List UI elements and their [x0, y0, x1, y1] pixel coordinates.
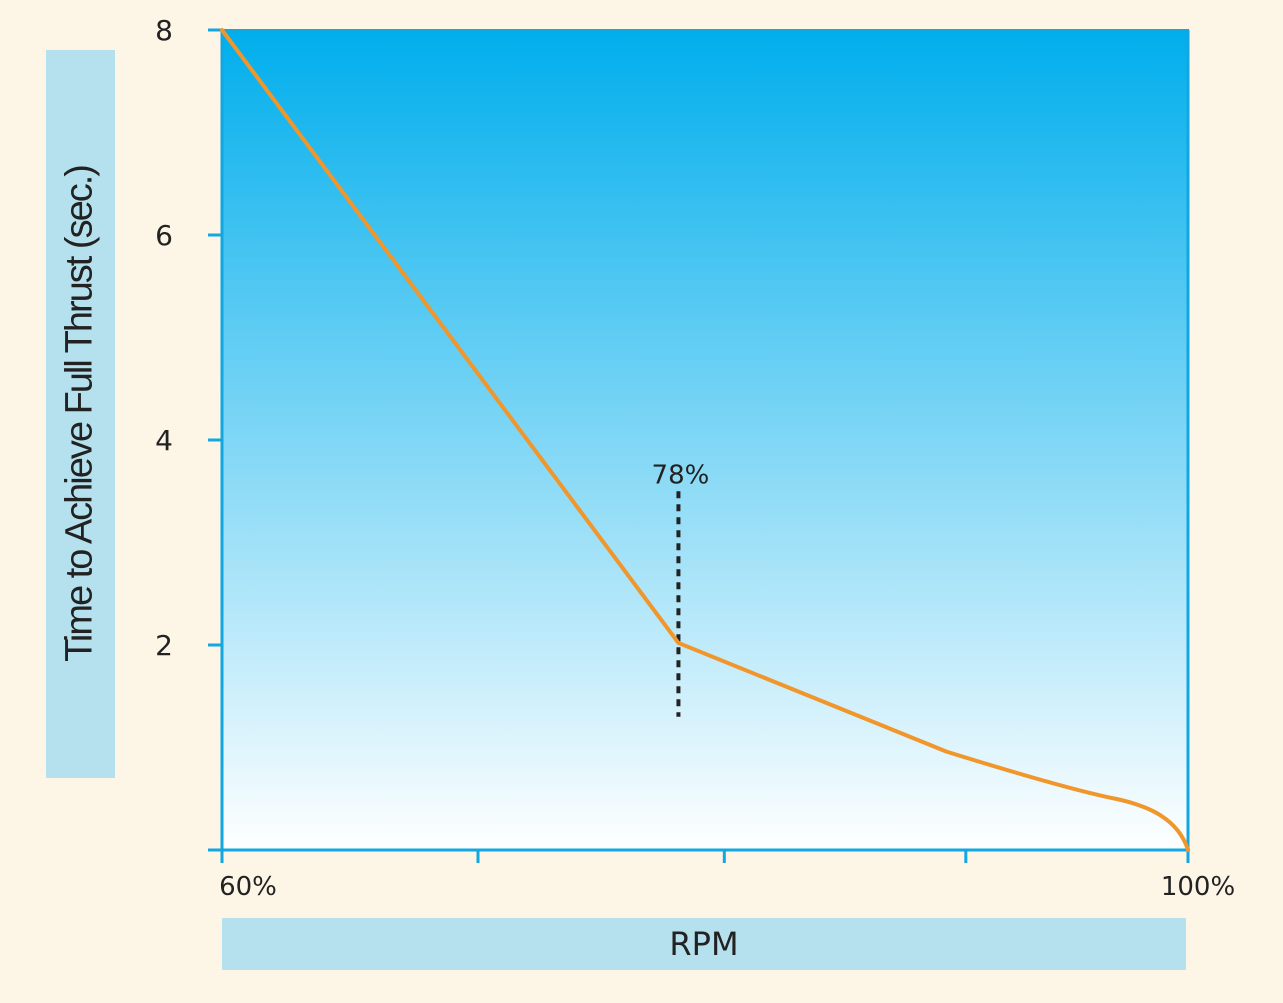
series-line: [220, 28, 1190, 852]
x-tick-label: 60%: [219, 872, 277, 902]
y-tick-label: 8: [155, 14, 173, 47]
x-tick-label: 100%: [1161, 872, 1235, 902]
annotation-label: 78%: [652, 460, 710, 490]
y-axis-label-box: [46, 50, 115, 778]
y-tick-label: 4: [155, 424, 173, 457]
y-tick-label: 6: [155, 219, 173, 252]
plot-area: [222, 30, 1188, 850]
y-tick-label: 2: [155, 629, 173, 662]
x-axis-label: RPM: [222, 918, 1186, 970]
